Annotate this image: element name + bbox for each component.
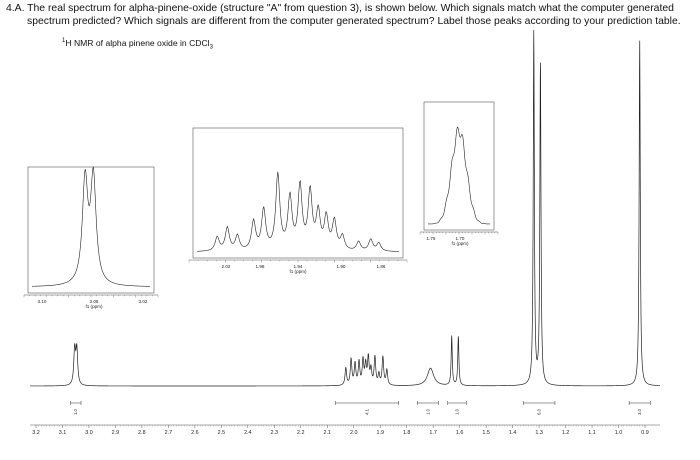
inset-tick-label: 1.75: [427, 236, 436, 241]
x-tick-label: 2.2: [297, 430, 305, 436]
inset-axis-label: f1 (ppm): [451, 241, 469, 246]
inset-frame: [27, 166, 155, 294]
inset-tick-label: 3.10: [38, 299, 47, 304]
inset-tick-label: 1.94: [294, 264, 303, 269]
nucleus-superscript: 1: [62, 38, 66, 45]
x-tick-label: 1.5: [482, 430, 490, 436]
solvent-subscript: 3: [209, 44, 213, 51]
question-text: 4.A. The real spectrum for alpha-pinene-…: [6, 3, 694, 28]
inset-3.05: 3.10 3.06 3.02 f1 (ppm): [23, 166, 159, 309]
x-tick-label: 1.8: [403, 430, 411, 436]
x-tick-label: 1.2: [562, 430, 570, 436]
x-tick-label: 1.7: [429, 430, 437, 436]
inset-tick-label: 2.02: [222, 264, 231, 269]
x-tick-label: 3.2: [32, 430, 40, 436]
inset-axis-label: f1 (ppm): [85, 304, 103, 309]
x-tick-label: 1.1: [588, 430, 596, 436]
x-tick-label: 2.9: [112, 430, 120, 436]
x-tick-label: 3.0: [85, 430, 93, 436]
inset-tick-label: 1.90: [337, 264, 346, 269]
inset-trace: [196, 171, 400, 252]
x-tick-label: 2.8: [138, 430, 146, 436]
inset-tick-label: 3.02: [139, 299, 148, 304]
x-tick-label: 1.3: [535, 430, 543, 436]
integration-value: 1.0: [73, 408, 78, 414]
inset-tick-label: 1.70: [456, 236, 465, 241]
x-tick-label: 2.0: [350, 430, 358, 436]
x-tick-label: 2.4: [244, 430, 252, 436]
spectrum-title-text: H NMR of alpha pinene oxide in CDCl: [65, 38, 210, 48]
x-tick-label: 2.5: [218, 430, 226, 436]
inset-tick-label: 1.98: [256, 264, 265, 269]
inset-1.95: 2.02 1.98 1.94 1.90 1.86 f1 (ppm): [188, 127, 408, 274]
x-tick-label: 2.6: [191, 430, 199, 436]
question-line-1: 4.A. The real spectrum for alpha-pinene-…: [6, 3, 674, 14]
x-tick-label: 2.1: [324, 430, 332, 436]
inset-frame: [423, 101, 495, 231]
spectrum-trace: [30, 30, 661, 387]
spectrum-title: 1H NMR of alpha pinene oxide in CDCl3: [62, 38, 213, 51]
x-tick-label: 1.6: [456, 430, 464, 436]
x-tick-label: 1.4: [509, 430, 517, 436]
x-tick-label: 2.3: [271, 430, 279, 436]
integration-value: 1.0: [425, 408, 430, 414]
inset-tick-label: 1.86: [377, 264, 386, 269]
x-tick-label: 0.9: [641, 430, 649, 436]
integration-value: 3.0: [637, 408, 642, 414]
x-tick-label: 1.9: [376, 430, 384, 436]
x-tick-label: 3.1: [59, 430, 67, 436]
inset-axis-label: f1 (ppm): [289, 269, 307, 274]
inset-trace: [31, 166, 151, 287]
integration-value: 6.0: [537, 408, 542, 414]
integration-value: 1.0: [455, 408, 460, 414]
integration-value: 4.1: [364, 408, 369, 414]
x-tick-label: 1.0: [615, 430, 623, 436]
question-line-2: spectrum predicted? Which signals are di…: [27, 15, 681, 27]
inset-frame: [192, 127, 404, 259]
x-tick-label: 2.7: [165, 430, 173, 436]
inset-trace: [428, 126, 491, 225]
inset-tick-label: 3.06: [90, 299, 99, 304]
